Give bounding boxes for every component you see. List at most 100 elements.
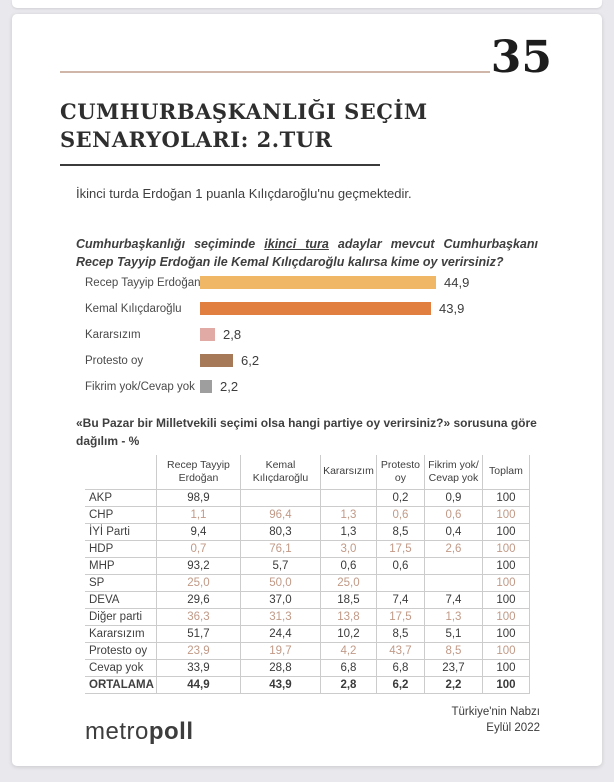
table-cell: 96,4	[239, 506, 321, 524]
table-row: DEVA 29,6 37,0 18,5 7,4 7,4 100	[85, 591, 530, 609]
table-cell: 0,9	[423, 489, 483, 507]
table-cell: 29,6	[155, 591, 241, 609]
chart-bar	[200, 328, 215, 341]
footer-source-line1: Türkiye'nin Nabzı	[451, 706, 540, 718]
table-cell: 5,7	[239, 557, 321, 575]
table-cell: 100	[481, 489, 530, 507]
question-suffix: adaylar mevcut Cumhurbaşkanı Recep Tayyi…	[76, 236, 538, 270]
table-row-label: CHP	[85, 506, 157, 524]
table-row-label: DEVA	[85, 591, 157, 609]
table-row: Cevap yok 33,9 28,8 6,8 6,8 23,7 100	[85, 659, 530, 677]
table-row: HDP 0,7 76,1 3,0 17,5 2,6 100	[85, 540, 530, 558]
crosstab-table: Recep Tayyip Erdoğan Kemal Kılıçdaroğlu Ka…	[85, 455, 530, 694]
table-cell: 24,4	[239, 625, 321, 643]
bar-chart: Recep Tayyip Erdoğan 44,9 Kemal Kılıçdaroğ…	[85, 275, 555, 406]
table-cell: 8,5	[423, 642, 483, 660]
survey-question: Cumhurbaşkanlığı seçiminde ikinci tura a…	[76, 235, 538, 273]
table-cell: 0,4	[423, 523, 483, 541]
previous-page-edge	[12, 0, 602, 8]
table-cell: 6,8	[375, 659, 425, 677]
table-cell: 100	[481, 659, 530, 677]
table-cell: 1,3	[423, 608, 483, 626]
chart-value-label: 2,8	[223, 327, 242, 342]
table-cell: 44,9	[155, 676, 241, 694]
table-cell: 6,2	[375, 676, 425, 694]
table-cell: 76,1	[239, 540, 321, 558]
chart-category-label: Kemal Kılıçdaroğlu	[85, 302, 182, 315]
table-cell: 100	[481, 625, 530, 643]
metropoll-logo: metropoll	[85, 718, 194, 746]
table-cell: 93,2	[155, 557, 241, 575]
table-row-label: Protesto oy	[85, 642, 157, 660]
table-cell: 100	[481, 540, 530, 558]
table-cell: 100	[481, 608, 530, 626]
question-prefix: Cumhurbaşkanlığı seçiminde	[76, 236, 265, 251]
table-cell: 9,4	[155, 523, 241, 541]
table-cell: 2,2	[423, 676, 483, 694]
table-cell: 0,6	[375, 506, 425, 524]
logo-metro: metro	[85, 718, 149, 745]
table-row: ORTALAMA 44,9 43,9 2,8 6,2 2,2 100	[85, 676, 530, 694]
table-row: CHP 1,1 96,4 1,3 0,6 0,6 100	[85, 506, 530, 524]
table-row-label: SP	[85, 574, 157, 592]
table-row: İYİ Parti 9,4 80,3 1,3 8,5 0,4 100	[85, 523, 530, 541]
table-column-header: Fikrim yok/ Cevap yok	[423, 455, 483, 490]
table-corner-cell	[85, 455, 157, 490]
footer-source: Türkiye'nin Nabzı Eylül 2022	[452, 704, 540, 736]
table-cell: 100	[481, 574, 530, 592]
table-cell: 17,5	[375, 608, 425, 626]
table-cell: 100	[481, 557, 530, 575]
table-row: MHP 93,2 5,7 0,6 0,6 100	[85, 557, 530, 575]
table-cell: 1,3	[319, 506, 377, 524]
table-cell: 13,8	[319, 608, 377, 626]
table-cell: 0,2	[375, 489, 425, 507]
table-row: AKP 98,9 0,2 0,9 100	[85, 489, 530, 507]
table-cell: 23,9	[155, 642, 241, 660]
table-cell: 100	[481, 642, 530, 660]
chart-bar	[200, 380, 212, 393]
table-cell: 4,2	[319, 642, 377, 660]
table-cell: 7,4	[375, 591, 425, 609]
logo-poll: poll	[148, 718, 194, 745]
question-underlined-phrase: ikinci tura	[264, 236, 329, 251]
table-head: Recep Tayyip Erdoğan Kemal Kılıçdaroğlu Ka…	[85, 455, 530, 490]
table-cell: 7,4	[423, 591, 483, 609]
footer-source-line2: Eylül 2022	[486, 722, 540, 735]
table-cell: 19,7	[239, 642, 321, 660]
table-cell: 17,5	[375, 540, 425, 558]
table-row-label: HDP	[85, 540, 157, 558]
table-cell	[375, 574, 425, 592]
key-finding-text: İkinci turda Erdoğan 1 puanla Kılıçdaroğ…	[76, 186, 412, 201]
table-cell	[423, 574, 483, 592]
table-cell: 43,7	[375, 642, 425, 660]
table-cell: 100	[481, 676, 530, 694]
table-cell: 37,0	[239, 591, 321, 609]
chart-category-label: Kararsızım	[85, 328, 141, 341]
table-cell: 5,1	[423, 625, 483, 643]
table-row: SP 25,0 50,0 25,0 100	[85, 574, 530, 592]
table-column-header: Protesto oy	[375, 455, 425, 490]
table-cell: 3,0	[319, 540, 377, 558]
report-page: 35 CUMHURBAŞKANLIĞI SEÇİM SENARYOLARI: 2…	[12, 14, 602, 766]
table-column-header: Kararsızım	[319, 455, 377, 490]
chart-row: Fikrim yok/Cevap yok 2,2	[85, 379, 555, 394]
title-underline	[60, 164, 380, 166]
table-cell: 25,0	[319, 574, 377, 592]
table-body: AKP 98,9 0,2 0,9 100 CHP 1,1 96,4 1,3 0,6 0,6 100 İY…	[85, 489, 530, 694]
chart-bar	[200, 302, 431, 315]
table-cell: 51,7	[155, 625, 241, 643]
table-cell: 100	[481, 506, 530, 524]
table-row-label: ORTALAMA	[85, 676, 157, 694]
table-cell: 2,8	[319, 676, 377, 694]
table-row-label: Kararsızım	[85, 625, 157, 643]
table-column-header: Kemal Kılıçdaroğlu	[239, 455, 321, 490]
table-cell: 6,8	[319, 659, 377, 677]
table-cell: 0,7	[155, 540, 241, 558]
chart-row: Kemal Kılıçdaroğlu 43,9	[85, 301, 555, 316]
table-cell: 0,6	[319, 557, 377, 575]
chart-value-label: 44,9	[444, 275, 470, 290]
chart-row: Recep Tayyip Erdoğan 44,9	[85, 275, 555, 290]
table-column-header: Toplam	[481, 455, 530, 490]
table-cell	[239, 489, 321, 507]
table-cell: 18,5	[319, 591, 377, 609]
